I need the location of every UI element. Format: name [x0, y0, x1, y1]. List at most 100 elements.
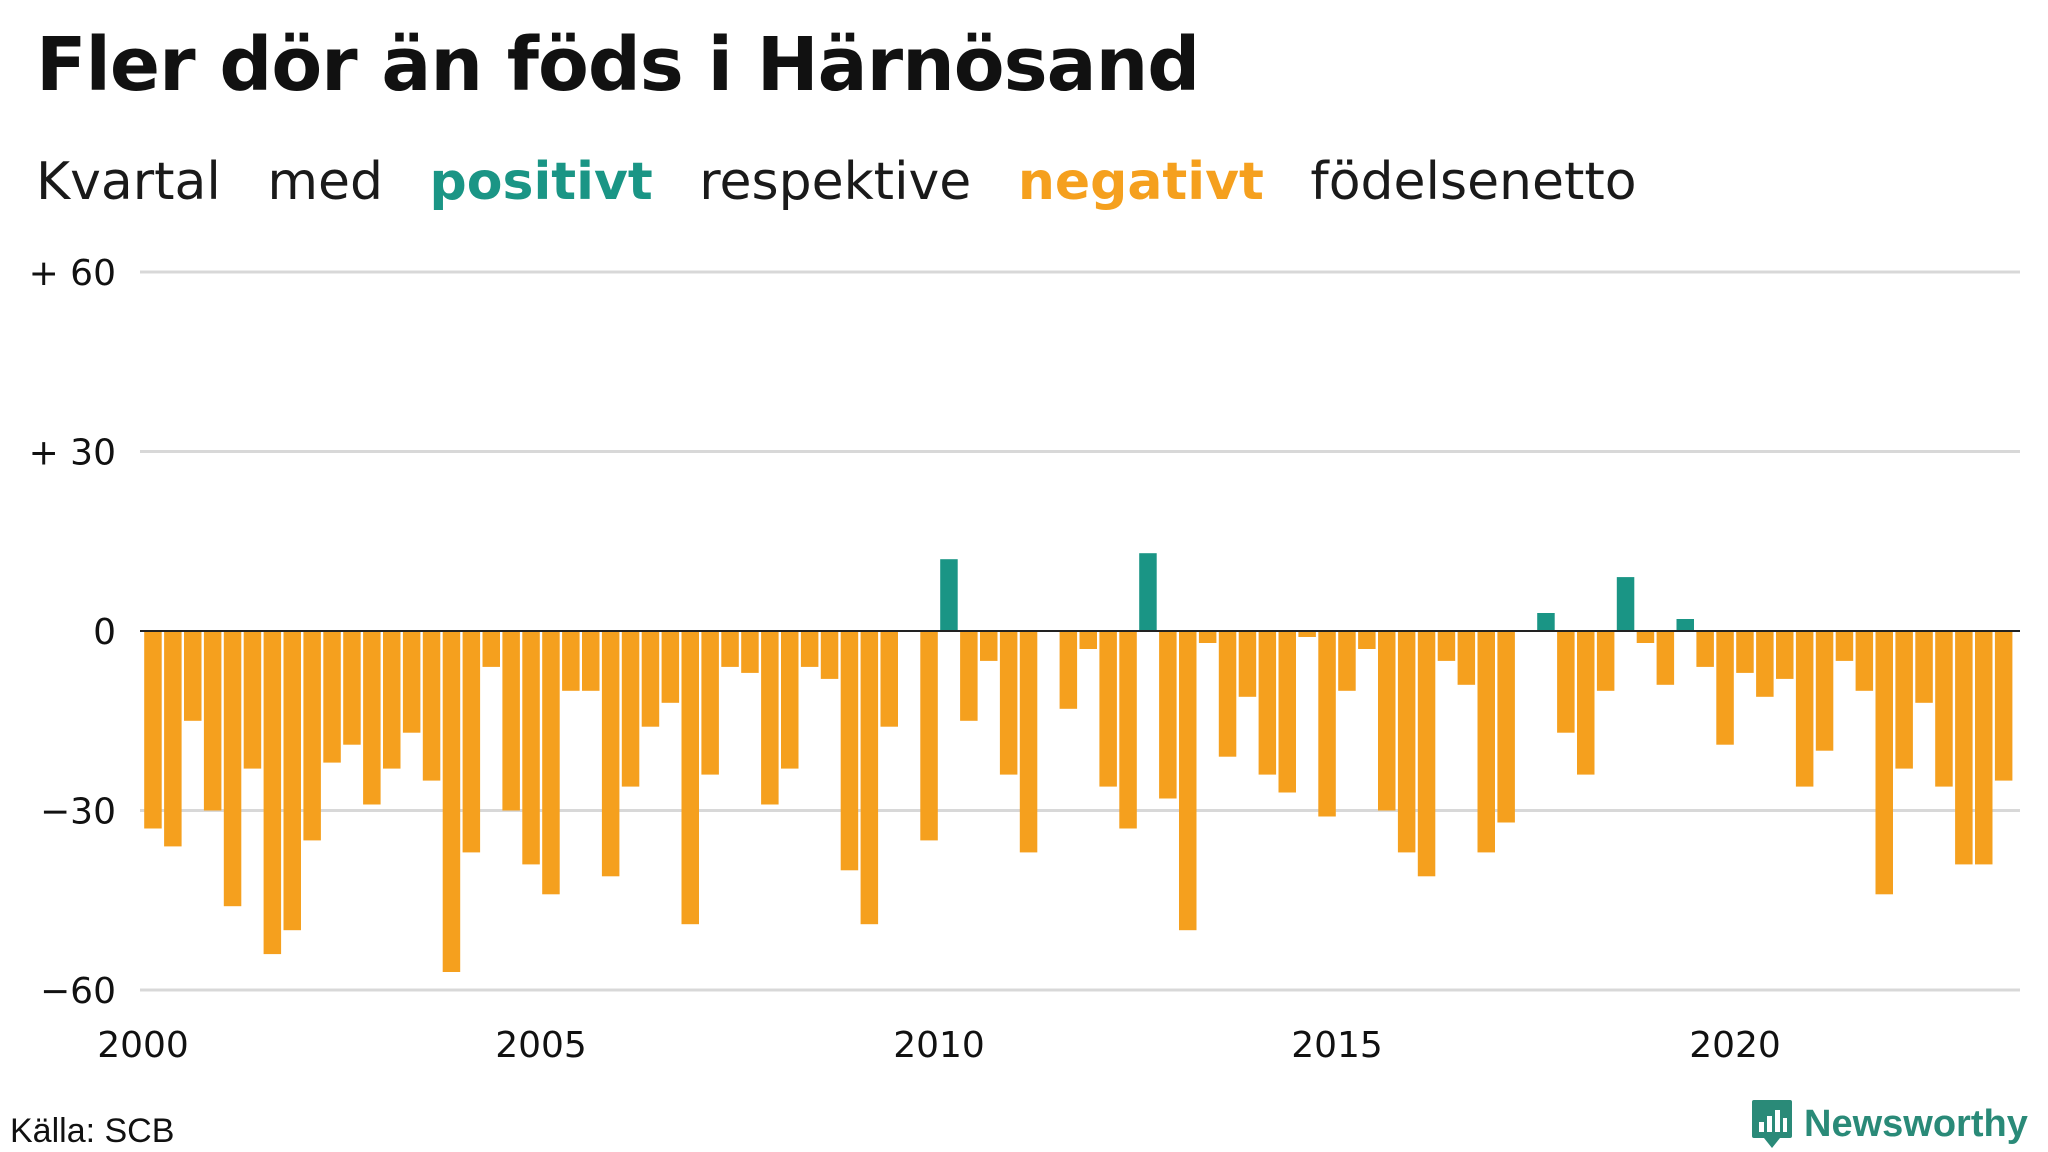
x-tick-label: 2005 — [495, 1025, 587, 1066]
data-bar — [1935, 631, 1953, 787]
newsworthy-logo-icon — [1752, 1100, 1792, 1148]
x-axis-ticks: 2000 2005 2010 2015 2020 — [97, 1025, 1781, 1066]
data-bar — [383, 631, 401, 769]
data-bar — [1557, 631, 1575, 733]
data-bar — [502, 631, 520, 811]
data-bar — [1795, 631, 1814, 787]
data-bar — [1397, 631, 1416, 853]
data-bar — [621, 631, 640, 787]
data-bar — [641, 631, 660, 727]
data-bar — [1776, 631, 1794, 679]
data-bar — [761, 631, 779, 805]
data-bar — [422, 631, 441, 781]
subtitle-word-respektive: respektive — [699, 152, 972, 212]
data-bar — [1338, 631, 1356, 691]
data-bar — [144, 631, 162, 829]
data-bar — [184, 631, 202, 721]
subtitle-word-fodelsenetto: födelsenetto — [1310, 152, 1637, 212]
data-bar — [522, 631, 540, 865]
data-bar — [1636, 631, 1655, 643]
data-bar — [601, 631, 620, 877]
data-bar — [1716, 631, 1734, 745]
data-bar — [1059, 631, 1078, 709]
data-bar — [1437, 631, 1456, 661]
data-bar — [741, 631, 759, 673]
data-bar — [960, 631, 978, 721]
data-bar — [800, 631, 819, 667]
data-bar — [1577, 631, 1595, 775]
data-bar — [999, 631, 1018, 775]
data-bar — [1596, 631, 1615, 691]
data-bar — [1119, 631, 1137, 829]
data-bar — [1975, 631, 1993, 865]
data-bar — [1457, 631, 1476, 685]
data-bar — [1895, 631, 1913, 769]
data-bar — [1258, 631, 1277, 775]
x-tick-label: 2000 — [97, 1025, 189, 1066]
bar-chart: + 60 + 30 0 −30 −60 2000 2005 2010 2015 2020 — [29, 253, 2020, 1066]
data-bar — [920, 631, 938, 841]
data-bar — [1875, 631, 1893, 895]
data-bar — [1537, 613, 1555, 631]
data-bar — [1179, 631, 1197, 931]
chart-title: Fler dör än föds i Härnösand — [36, 22, 1200, 108]
data-bar — [1855, 631, 1874, 691]
data-bar — [980, 631, 998, 661]
source-note: Källa: SCB — [10, 1112, 175, 1150]
data-bar — [223, 631, 242, 907]
x-tick-label: 2015 — [1291, 1025, 1383, 1066]
data-bar — [681, 631, 699, 925]
data-bar — [1616, 577, 1635, 631]
data-bar — [542, 631, 560, 895]
data-bar — [1736, 631, 1754, 673]
data-bar — [661, 631, 680, 703]
x-tick-label: 2020 — [1689, 1025, 1781, 1066]
data-bar — [1955, 631, 1973, 865]
y-axis-ticks: + 60 + 30 0 −30 −60 — [29, 253, 116, 1012]
data-bar — [1417, 631, 1436, 877]
data-bar — [1079, 631, 1097, 649]
data-bar — [283, 631, 301, 931]
data-bar — [1019, 631, 1038, 853]
y-tick-label: + 30 — [29, 433, 116, 474]
y-tick-label: + 60 — [29, 253, 116, 294]
logo-text: Newsworthy — [1804, 1102, 2028, 1145]
data-bar — [323, 631, 341, 763]
data-bar — [1835, 631, 1854, 661]
data-bar — [1238, 631, 1257, 697]
data-bar — [1497, 631, 1515, 823]
data-bar — [243, 631, 262, 769]
data-bar — [1218, 631, 1237, 757]
data-bar — [203, 631, 222, 811]
data-bar — [1099, 631, 1117, 787]
data-bar — [1815, 631, 1834, 751]
subtitle-negative-word: negativt — [1017, 152, 1264, 212]
data-bar — [1139, 553, 1157, 631]
data-bar — [1656, 631, 1675, 685]
y-tick-label: −60 — [40, 971, 116, 1012]
y-tick-label: −30 — [40, 792, 116, 833]
subtitle-positive-word: positivt — [429, 152, 653, 212]
data-bar — [1298, 631, 1316, 637]
data-bar — [582, 631, 600, 691]
data-bar — [462, 631, 481, 853]
data-bar — [820, 631, 839, 679]
data-bar — [164, 631, 182, 847]
data-bar — [1676, 619, 1694, 631]
data-bar — [562, 631, 580, 691]
data-bar — [343, 631, 361, 745]
newsworthy-logo: Newsworthy — [1750, 1098, 2028, 1150]
data-bar — [1477, 631, 1495, 853]
subtitle-word-kvartal: Kvartal — [36, 152, 221, 212]
data-bar — [1756, 631, 1774, 697]
data-bar — [860, 631, 879, 925]
data-bar — [1318, 631, 1336, 817]
data-bar — [781, 631, 799, 769]
data-bar — [1994, 631, 2013, 781]
y-tick-label: 0 — [93, 612, 116, 653]
data-bar — [1278, 631, 1296, 793]
x-tick-label: 2010 — [893, 1025, 985, 1066]
data-bar — [840, 631, 859, 871]
data-bar — [880, 631, 898, 727]
data-bar — [402, 631, 421, 733]
